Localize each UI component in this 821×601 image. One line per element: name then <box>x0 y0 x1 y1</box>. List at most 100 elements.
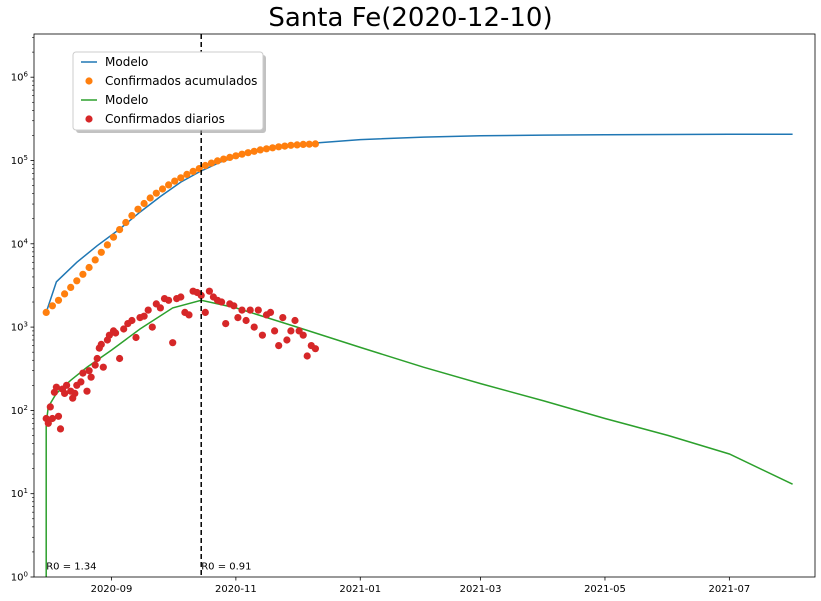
x-tick-label: 2020-11 <box>215 584 257 595</box>
series-point-1 <box>61 290 69 298</box>
x-tick-label: 2021-01 <box>339 584 381 595</box>
x-tick-label: 2021-05 <box>584 584 626 595</box>
series-point-1 <box>177 174 185 182</box>
chart-title: Santa Fe(2020-12-10) <box>268 3 553 33</box>
series-point-1 <box>91 256 99 264</box>
legend-box <box>72 51 264 131</box>
series-point-3 <box>275 342 283 350</box>
series-point-3 <box>144 306 152 314</box>
axes-frame <box>33 33 816 578</box>
series-point-3 <box>165 296 173 304</box>
series-point-3 <box>44 419 52 427</box>
series-point-3 <box>93 354 101 363</box>
series-point-1 <box>171 177 179 185</box>
series-point-3 <box>79 369 87 377</box>
series-point-3 <box>205 287 213 295</box>
series-point-1 <box>165 181 173 189</box>
series-point-3 <box>83 387 91 395</box>
y-tick-label: 105 <box>11 154 28 167</box>
series-point-3 <box>52 383 61 391</box>
y-tick-label: 102 <box>11 404 28 417</box>
series-point-3 <box>271 327 279 335</box>
series-point-1 <box>183 170 191 178</box>
series-point-1 <box>122 218 130 227</box>
y-tick-label: 106 <box>11 71 29 84</box>
series-point-1 <box>220 155 228 163</box>
series-point-1 <box>67 283 75 291</box>
series-point-1 <box>158 185 167 193</box>
series-point-1 <box>152 189 160 197</box>
series-point-1 <box>97 248 105 256</box>
legend-label: Modelo <box>105 93 148 107</box>
series-point-3 <box>56 425 65 433</box>
series-point-1 <box>134 205 142 213</box>
series-point-1 <box>299 140 307 148</box>
series-point-1 <box>311 140 319 148</box>
series-point-3 <box>197 291 205 299</box>
series-point-3 <box>46 403 54 411</box>
series-point-3 <box>140 312 148 320</box>
axes-layer: R0 = 1.34 R0 = 0.91 100 101 102 103 104 105 106 2… <box>11 33 816 595</box>
series-point-1 <box>275 143 283 151</box>
series-point-3 <box>222 320 230 328</box>
series-point-3 <box>128 316 136 325</box>
series-point-3 <box>177 293 185 301</box>
series-point-3 <box>287 327 295 335</box>
series-point-3 <box>77 378 85 386</box>
series-point-3 <box>112 329 120 337</box>
series-point-3 <box>169 339 177 347</box>
series-point-1 <box>201 161 209 170</box>
series-point-1 <box>146 194 154 202</box>
series-point-1 <box>42 308 50 316</box>
series-point-1 <box>256 146 264 154</box>
series-point-3 <box>85 367 93 375</box>
series-point-3 <box>97 340 105 348</box>
series-point-1 <box>140 199 148 208</box>
series-point-3 <box>156 304 164 312</box>
series-line-2 <box>45 299 793 577</box>
series-point-3 <box>201 308 209 316</box>
series-point-1 <box>293 141 301 149</box>
series-point-1 <box>207 159 215 167</box>
series-point-1 <box>226 153 234 161</box>
series-point-3 <box>87 373 95 381</box>
series-point-1 <box>116 226 124 234</box>
series-point-1 <box>103 241 111 249</box>
series-point-1 <box>269 144 277 152</box>
series-point-1 <box>109 233 118 241</box>
series-point-1 <box>281 142 289 150</box>
legend-label: Confirmados acumulados <box>105 74 257 88</box>
series-point-1 <box>213 157 222 165</box>
legend-label: Modelo <box>105 55 148 69</box>
series-point-3 <box>258 331 266 339</box>
series-point-3 <box>54 412 63 420</box>
series-point-3 <box>242 316 250 325</box>
series-point-3 <box>303 352 311 360</box>
x-tick-label: 2020-09 <box>91 584 133 595</box>
series-point-1 <box>287 141 295 149</box>
series-point-1 <box>85 263 93 272</box>
series-point-3 <box>71 389 79 397</box>
series-point-1 <box>305 140 313 148</box>
series-point-1 <box>54 296 63 304</box>
series-point-3 <box>116 354 124 363</box>
annotation-r0: R0 = 1.34 <box>46 561 96 572</box>
series-point-1 <box>262 145 271 153</box>
series-point-3 <box>279 314 287 322</box>
series-point-3 <box>91 361 99 369</box>
series-point-3 <box>234 314 242 322</box>
legend-marker-dot <box>85 77 93 85</box>
series-point-3 <box>238 306 246 314</box>
legend: Modelo Confirmados acumulados Modelo Confir… <box>72 51 266 133</box>
series-point-3 <box>185 311 193 319</box>
series-point-1 <box>189 167 197 175</box>
series-point-1 <box>48 302 57 310</box>
annotation-r0: R0 = 0.91 <box>201 561 251 572</box>
series-point-3 <box>120 325 128 333</box>
series-point-3 <box>254 306 262 314</box>
legend-marker-dot <box>85 115 93 123</box>
series-point-1 <box>238 150 246 158</box>
series-point-3 <box>299 331 307 339</box>
y-tick-label: 103 <box>11 321 28 334</box>
series-point-3 <box>311 345 319 353</box>
